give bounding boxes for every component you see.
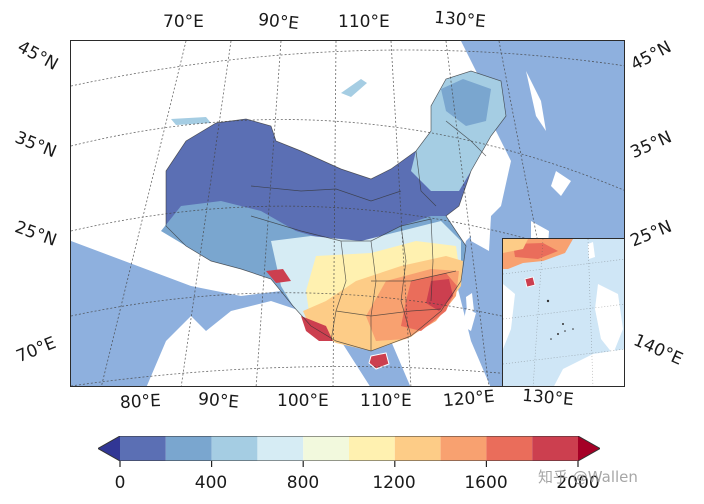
colorbar-tick-label: 0 [114, 473, 126, 493]
colorbar-tick-label: 1600 [464, 473, 508, 493]
lon-label-bottom: 130°E [521, 385, 575, 411]
map-canvas [71, 41, 624, 386]
lat-label-right: 45°N [627, 37, 675, 75]
lon-label-left: 70°E [13, 333, 59, 367]
lat-label-right: 35°N [627, 127, 675, 163]
colorbar-tick-label: 800 [286, 473, 320, 493]
lon-label-bottom: 80°E [119, 390, 162, 414]
colorbar-ticks [119, 461, 579, 467]
colorbar-tick-label: 2000 [556, 473, 600, 493]
lon-label-bottom: 110°E [360, 391, 412, 411]
colorbar [98, 436, 600, 461]
lat-label-right: 25°N [627, 216, 675, 252]
bay-of-bengal [71, 241, 411, 386]
lon-label-top: 90°E [257, 9, 300, 35]
lon-label-bottom: 120°E [442, 386, 496, 412]
lat-label-left: 35°N [12, 127, 60, 163]
colorbar-tick-label: 400 [194, 473, 228, 493]
lat-label-left: 45°N [14, 37, 62, 75]
south-china-sea-inset [502, 238, 625, 387]
colorbar-extend-high [578, 436, 600, 461]
lon-label-top: 110°E [338, 12, 390, 32]
lon-label-top: 70°E [163, 12, 204, 32]
lat-label-left: 25°N [12, 217, 60, 251]
map-plot-area [70, 40, 625, 387]
watermark: 知乎 @Wallen [538, 468, 638, 486]
colorbar-extend-low [98, 436, 120, 461]
lon-label-right: 140°E [630, 330, 686, 370]
lon-label-bottom: 100°E [277, 391, 329, 411]
hainan [368, 352, 390, 370]
lon-label-bottom: 90°E [197, 389, 240, 413]
inset-canvas [503, 239, 624, 386]
colorbar-tick-label: 1200 [372, 473, 416, 493]
lon-label-top: 130°E [433, 7, 487, 33]
